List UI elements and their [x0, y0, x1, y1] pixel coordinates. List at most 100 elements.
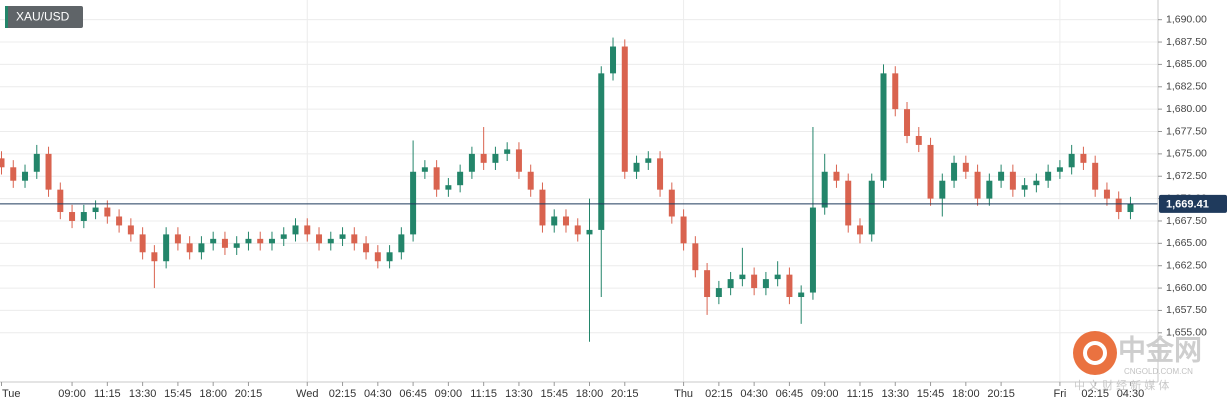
- candle-body: [551, 216, 558, 226]
- x-tick-label: 18:00: [576, 388, 604, 400]
- candle-body: [539, 189, 546, 226]
- candle-body: [680, 216, 687, 244]
- x-tick-label: 18:00: [952, 388, 980, 400]
- candle-body: [386, 252, 393, 262]
- candle-body: [10, 167, 17, 181]
- candle-body: [856, 225, 863, 235]
- candle-body: [1068, 153, 1075, 168]
- x-tick-label: 15:45: [164, 388, 192, 400]
- candle-body: [774, 274, 781, 280]
- candle-body: [515, 149, 522, 172]
- last-price-badge: [1159, 194, 1227, 213]
- candle-body: [833, 171, 840, 181]
- candle-body: [610, 46, 617, 74]
- x-tick-label: 13:30: [881, 388, 909, 400]
- candle-body: [304, 225, 311, 235]
- candle-body: [45, 153, 52, 190]
- x-tick-label: 13:30: [129, 388, 157, 400]
- x-tick-label: 06:45: [399, 388, 427, 400]
- candle-body: [692, 243, 699, 271]
- candle-body: [915, 135, 922, 145]
- candle-body: [398, 234, 405, 253]
- candle-body: [1056, 167, 1063, 172]
- x-tick-label: Fri: [1053, 388, 1066, 400]
- candle-body: [1080, 153, 1087, 163]
- x-tick-label: 20:15: [611, 388, 639, 400]
- candle-body: [186, 243, 193, 253]
- candle-body: [116, 216, 123, 226]
- candle-body: [504, 149, 511, 154]
- candle-body: [1103, 189, 1110, 199]
- candle-body: [598, 73, 605, 230]
- watermark-logo: [1073, 331, 1117, 375]
- y-tick-label: 1,657.50: [1166, 304, 1207, 316]
- candle-body: [480, 153, 487, 163]
- y-tick-label: 1,680.00: [1166, 103, 1207, 115]
- candle-body: [339, 234, 346, 239]
- y-tick-label: 1,677.50: [1166, 125, 1207, 137]
- grid: [0, 0, 1158, 382]
- y-tick-label: 1,675.00: [1166, 148, 1207, 160]
- candle-body: [69, 212, 76, 221]
- y-tick-label: 1,682.50: [1166, 81, 1207, 93]
- x-tick-label: 18:00: [199, 388, 227, 400]
- candle-body: [821, 171, 828, 208]
- x-tick-label: 15:45: [540, 388, 568, 400]
- candle-body: [374, 252, 381, 262]
- candle-body: [104, 207, 111, 217]
- x-tick-label: 13:30: [505, 388, 533, 400]
- candle-body: [974, 171, 981, 199]
- candle-body: [127, 225, 134, 235]
- candle-body: [139, 234, 146, 253]
- candle-body: [809, 207, 816, 293]
- candle-body: [715, 288, 722, 298]
- symbol-badge: [5, 6, 83, 28]
- candle-body: [892, 73, 899, 110]
- x-tick-label: 09:00: [811, 388, 839, 400]
- candle-body: [704, 270, 711, 298]
- candle-body: [363, 243, 370, 253]
- candle-body: [927, 144, 934, 199]
- candle-body: [739, 274, 746, 280]
- candle-body: [727, 279, 734, 289]
- x-tick-label: Tue: [2, 388, 21, 400]
- x-tick-label: 09:00: [58, 388, 86, 400]
- x-tick-label: 02:15: [1081, 388, 1109, 400]
- y-tick-label: 1,660.00: [1166, 282, 1207, 294]
- candle-body: [798, 292, 805, 298]
- candle-body: [151, 252, 158, 262]
- candle-body: [751, 274, 758, 289]
- candle-body: [998, 171, 1005, 181]
- candle-body: [1127, 203, 1134, 213]
- candle-body: [163, 234, 170, 262]
- candle-body: [433, 167, 440, 190]
- candle-body: [457, 171, 464, 186]
- y-tick-label: 1,655.00: [1166, 327, 1207, 339]
- candle-body: [657, 158, 664, 190]
- candle-body: [57, 189, 64, 213]
- candle-body: [1115, 198, 1122, 213]
- y-tick-label: 1,685.00: [1166, 58, 1207, 70]
- candle-body: [951, 162, 958, 181]
- watermark: 中金网 CNGOLD.COM.CN 中 文 财 经 新 媒 体: [1073, 331, 1202, 392]
- candle-body: [633, 162, 640, 172]
- x-tick-label: 09:00: [435, 388, 463, 400]
- y-tick-label: 1,665.00: [1166, 237, 1207, 249]
- axes: 1,655.00 1,657.50 1,660.00 1,662.50 1,665.00…: [1, 13, 1227, 400]
- candle-body: [962, 162, 969, 172]
- candle-body: [939, 180, 946, 199]
- candle-body: [210, 238, 217, 244]
- candle-body: [280, 234, 287, 239]
- x-tick-label: 06:45: [776, 388, 804, 400]
- candle-body: [562, 216, 569, 226]
- candles: [0, 37, 1158, 342]
- candle-body: [351, 234, 358, 244]
- candle-body: [410, 171, 417, 235]
- y-tick-label: 1,690.00: [1166, 13, 1207, 25]
- candle-body: [33, 153, 40, 172]
- candle-body: [1092, 162, 1099, 190]
- candle-body: [22, 171, 29, 181]
- candle-body: [327, 238, 334, 244]
- candle-body: [492, 153, 499, 163]
